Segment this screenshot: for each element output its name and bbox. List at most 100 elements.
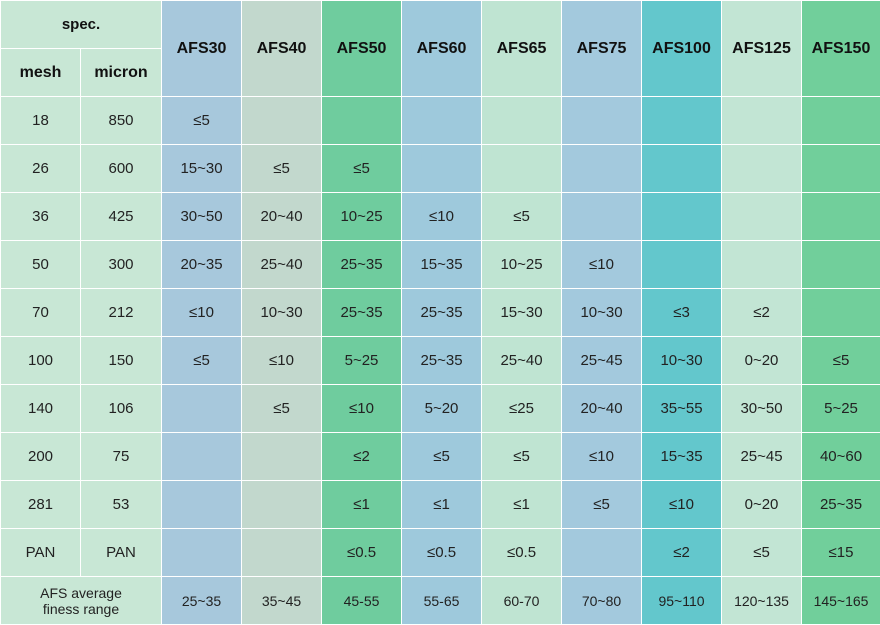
fineness-range-label: AFS average finess range [1,577,162,625]
percent-cell-afs30: ≤10 [162,289,242,337]
micron-cell: 53 [81,481,162,529]
fineness-afs100: 95~110 [642,577,722,625]
fineness-afs75: 70~80 [562,577,642,625]
percent-cell-afs150: ≤5 [802,337,880,385]
mesh-cell: PAN [1,529,81,577]
percent-cell-afs40 [242,433,322,481]
percent-cell-afs40: 25~40 [242,241,322,289]
percent-cell-afs30: 30~50 [162,193,242,241]
percent-cell-afs60: ≤10 [402,193,482,241]
percent-cell-afs30 [162,433,242,481]
mesh-cell: 26 [1,145,81,193]
percent-cell-afs75: ≤10 [562,241,642,289]
percent-cell-afs100: ≤3 [642,289,722,337]
col-header-afs65: AFS65 [482,1,562,97]
percent-cell-afs75: ≤5 [562,481,642,529]
percent-cell-afs125: ≤5 [722,529,802,577]
percent-cell-afs100 [642,145,722,193]
percent-cell-afs30: ≤5 [162,97,242,145]
percent-cell-afs50: 10~25 [322,193,402,241]
mesh-header: mesh [1,49,81,97]
percent-cell-afs100 [642,97,722,145]
micron-cell: 425 [81,193,162,241]
col-header-afs40: AFS40 [242,1,322,97]
percent-cell-afs65 [482,97,562,145]
percent-cell-afs100: ≤2 [642,529,722,577]
percent-cell-afs50 [322,97,402,145]
percent-cell-afs100: 10~30 [642,337,722,385]
percent-cell-afs125: ≤2 [722,289,802,337]
percent-cell-afs65: ≤25 [482,385,562,433]
percent-cell-afs40: ≤5 [242,385,322,433]
percent-cell-afs50: ≤0.5 [322,529,402,577]
percent-cell-afs125: 0~20 [722,337,802,385]
percent-cell-afs150 [802,241,880,289]
percent-cell-afs30: 15~30 [162,145,242,193]
percent-cell-afs40: ≤5 [242,145,322,193]
percent-cell-afs100 [642,193,722,241]
mesh-cell: 281 [1,481,81,529]
col-header-afs150: AFS150 [802,1,880,97]
percent-cell-afs75 [562,193,642,241]
percent-cell-afs60: 25~35 [402,289,482,337]
fineness-afs40: 35~45 [242,577,322,625]
percent-cell-afs65: ≤1 [482,481,562,529]
percent-cell-afs75: ≤10 [562,433,642,481]
micron-cell: PAN [81,529,162,577]
percent-cell-afs40: ≤10 [242,337,322,385]
mesh-cell: 100 [1,337,81,385]
percent-cell-afs150 [802,193,880,241]
col-header-afs50: AFS50 [322,1,402,97]
percent-cell-afs150: 40~60 [802,433,880,481]
percent-cell-afs30 [162,385,242,433]
percent-cell-afs125 [722,97,802,145]
percent-cell-afs125: 25~45 [722,433,802,481]
percent-cell-afs40: 10~30 [242,289,322,337]
mesh-cell: 200 [1,433,81,481]
micron-cell: 106 [81,385,162,433]
fineness-afs60: 55-65 [402,577,482,625]
percent-cell-afs65: ≤5 [482,193,562,241]
percent-cell-afs100: 15~35 [642,433,722,481]
percent-cell-afs150 [802,145,880,193]
mesh-cell: 36 [1,193,81,241]
percent-cell-afs65: 10~25 [482,241,562,289]
percent-cell-afs75: 25~45 [562,337,642,385]
fineness-afs30: 25~35 [162,577,242,625]
percent-cell-afs50: ≤10 [322,385,402,433]
footer-row: AFS average finess range 25~35 35~45 45-… [1,577,880,625]
percent-cell-afs75: 10~30 [562,289,642,337]
percent-cell-afs50: ≤5 [322,145,402,193]
fineness-afs150: 145~165 [802,577,880,625]
micron-cell: 150 [81,337,162,385]
percent-cell-afs30: 20~35 [162,241,242,289]
fineness-afs65: 60-70 [482,577,562,625]
percent-cell-afs75 [562,97,642,145]
percent-cell-afs65: 25~40 [482,337,562,385]
percent-cell-afs150 [802,97,880,145]
micron-cell: 600 [81,145,162,193]
col-header-afs60: AFS60 [402,1,482,97]
percent-cell-afs60: 25~35 [402,337,482,385]
percent-cell-afs60: 15~35 [402,241,482,289]
percent-cell-afs40 [242,97,322,145]
fineness-label-line2: finess range [43,601,119,617]
col-header-afs75: AFS75 [562,1,642,97]
spec-header: spec. [1,1,162,49]
percent-cell-afs50: 25~35 [322,289,402,337]
percent-cell-afs40 [242,529,322,577]
percent-cell-afs50: 5~25 [322,337,402,385]
percent-cell-afs50: 25~35 [322,241,402,289]
percent-cell-afs65: ≤0.5 [482,529,562,577]
percent-cell-afs75 [562,529,642,577]
percent-cell-afs60: ≤5 [402,433,482,481]
percent-cell-afs40 [242,481,322,529]
percent-cell-afs100: ≤10 [642,481,722,529]
mesh-cell: 50 [1,241,81,289]
